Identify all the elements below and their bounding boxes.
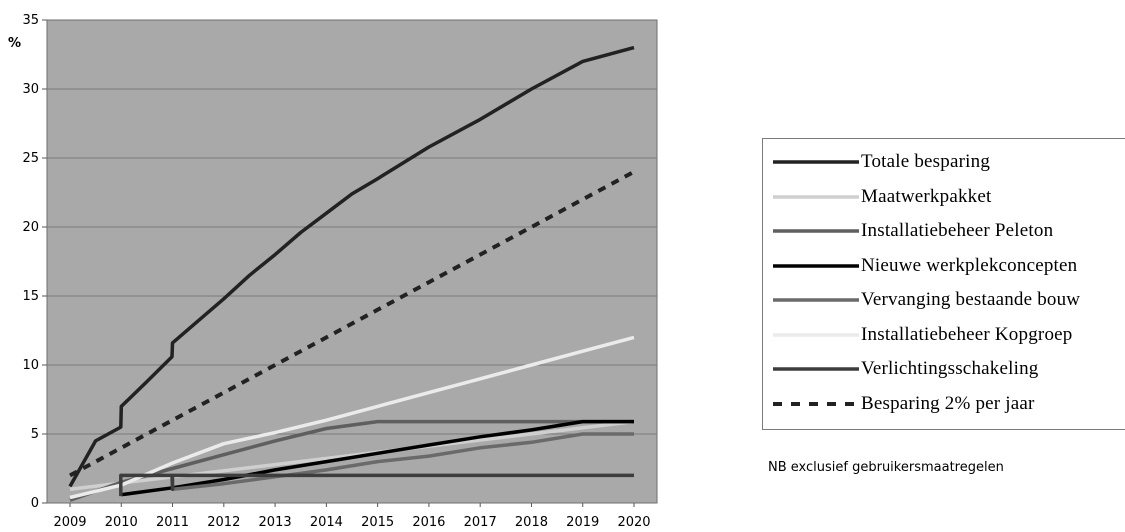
legend-item: Besparing 2% per jaar — [773, 389, 1035, 419]
legend-swatch — [773, 160, 859, 164]
y-tick-label: 35 — [22, 13, 39, 28]
x-tick-label: 2014 — [310, 515, 343, 530]
legend-label: Vervanging bestaande bouw — [861, 289, 1081, 310]
legend-swatch — [773, 367, 859, 371]
x-tick-label: 2017 — [464, 515, 497, 530]
legend-swatch — [773, 332, 859, 337]
legend-label: Totale besparing — [861, 151, 991, 172]
legend-item: Installatiebeheer Peleton — [773, 216, 1053, 246]
series-line-2 — [69, 419, 635, 491]
y-tick-label: 30 — [22, 82, 39, 97]
y-tick-label: 15 — [22, 289, 39, 304]
chart-note: NB exclusief gebruikersmaatregelen — [768, 460, 1004, 475]
series-line-5 — [172, 432, 634, 491]
series-line-1 — [68, 45, 635, 488]
y-tick-label: 0 — [31, 496, 39, 511]
series-line-4 — [121, 419, 634, 497]
series-line-8 — [69, 170, 635, 478]
legend-label: Besparing 2% per jaar — [861, 392, 1035, 414]
legend-swatch — [773, 194, 859, 199]
x-tick-label: 2009 — [53, 515, 86, 530]
legend-swatch — [773, 401, 859, 406]
x-tick-label: 2012 — [207, 515, 240, 530]
legend-label: Installatiebeheer Peleton — [861, 220, 1054, 241]
legend-item: Vervanging bestaande bouw — [773, 285, 1080, 315]
legend-item: Totale besparing — [773, 147, 990, 177]
y-tick-label: 25 — [22, 151, 39, 166]
legend-item: Maatwerkpakket — [773, 182, 991, 212]
x-tick-label: 2015 — [361, 515, 394, 530]
x-tick-label: 2016 — [412, 515, 445, 530]
line-chart: 0 5 10 15 20 25 30 35% 2009 2010 2011 2012 2013 2014 2… — [8, 13, 658, 530]
y-tick-label: 20 — [22, 220, 39, 235]
series-line-6 — [69, 335, 635, 500]
y-tick-label: 10 — [22, 358, 39, 373]
series-line-3 — [69, 419, 634, 502]
legend-label: Installatiebeheer Kopgroep — [861, 323, 1073, 345]
y-tick-label: 5 — [31, 427, 39, 442]
x-tick-label: 2018 — [515, 515, 548, 530]
legend-swatch — [773, 263, 859, 268]
x-tick-label: 2010 — [105, 515, 138, 530]
legend-item: Installatiebeheer Kopgroep — [773, 320, 1072, 350]
legend-label: Nieuwe werkplekconcepten — [861, 254, 1078, 276]
x-tick-label: 2019 — [566, 515, 599, 530]
chart-legend: Totale besparing Maatwerkpakket Installati… — [762, 138, 1125, 430]
x-tick-label: 2020 — [617, 515, 650, 530]
series-line-7 — [119, 473, 634, 497]
legend-item: Verlichtingsschakeling — [773, 354, 1038, 384]
x-tick-label: 2013 — [259, 515, 292, 530]
legend-label: Verlichtingsschakeling — [861, 358, 1039, 379]
legend-swatch — [773, 298, 859, 302]
legend-swatch — [773, 229, 859, 233]
x-tick-label: 2011 — [156, 515, 189, 530]
legend-item: Nieuwe werkplekconcepten — [773, 251, 1077, 281]
y-axis-label: % — [8, 36, 21, 51]
legend-label: Maatwerkpakket — [861, 185, 992, 207]
